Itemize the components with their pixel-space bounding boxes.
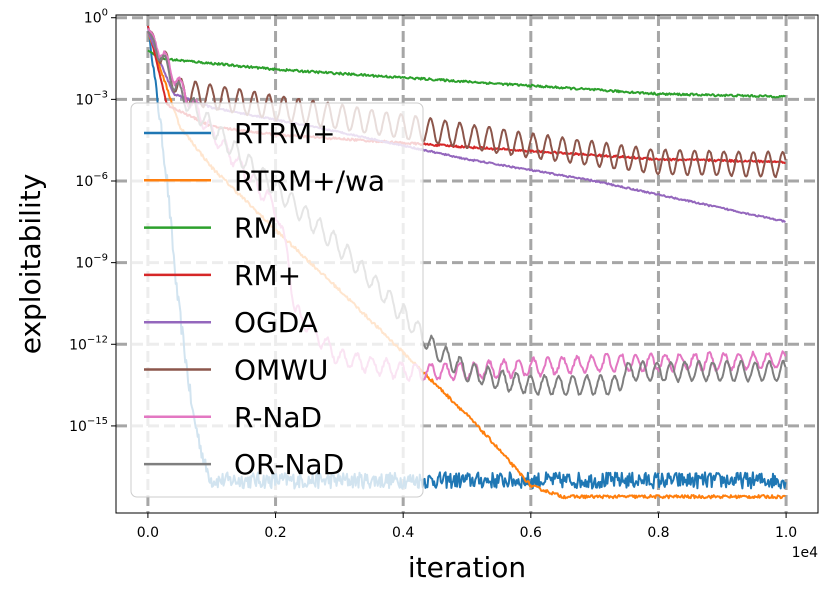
x-axis-label: iteration [408, 551, 526, 584]
x-tick-label: 0.4 [392, 525, 414, 541]
series-line-2 [147, 49, 786, 99]
legend-label: R-NaD [234, 401, 322, 434]
plot-frame [115, 14, 819, 514]
legend-label: RTRM+/wa [234, 164, 385, 197]
legend-label: OMWU [234, 354, 328, 387]
axis-ticks: 0.0 0.2 0.4 0.6 0.8 1.0 100 10−3 10−6 10−9 10−12 10… [69, 8, 797, 541]
y-tick-label: 100 [84, 8, 108, 27]
y-tick-label: 10−12 [69, 334, 108, 353]
legend-label: OGDA [234, 306, 318, 339]
legend: RTRM+ RTRM+/wa RM RM+ OGDA OMWU R-NaD OR-NaD [130, 102, 424, 498]
x-scale-label: 1e4 [792, 545, 819, 561]
x-tick-label: 0.2 [264, 525, 286, 541]
y-tick-label: 10−6 [75, 171, 108, 190]
legend-label: RM+ [234, 259, 301, 292]
y-axis-label: exploitability [14, 174, 47, 355]
x-tick-label: 1.0 [775, 525, 797, 541]
y-tick-label: 10−9 [75, 253, 108, 272]
series-line-5 [147, 28, 787, 179]
x-tick-label: 0.6 [520, 525, 542, 541]
y-tick-label: 10−15 [69, 416, 108, 435]
legend-label: RTRM+ [234, 117, 336, 150]
legend-label: OR-NaD [234, 448, 344, 481]
y-tick-label: 10−3 [75, 89, 108, 108]
x-tick-label: 0.0 [137, 525, 159, 541]
x-tick-label: 0.8 [647, 525, 669, 541]
legend-label: RM [234, 212, 278, 245]
legend-box [130, 102, 424, 498]
